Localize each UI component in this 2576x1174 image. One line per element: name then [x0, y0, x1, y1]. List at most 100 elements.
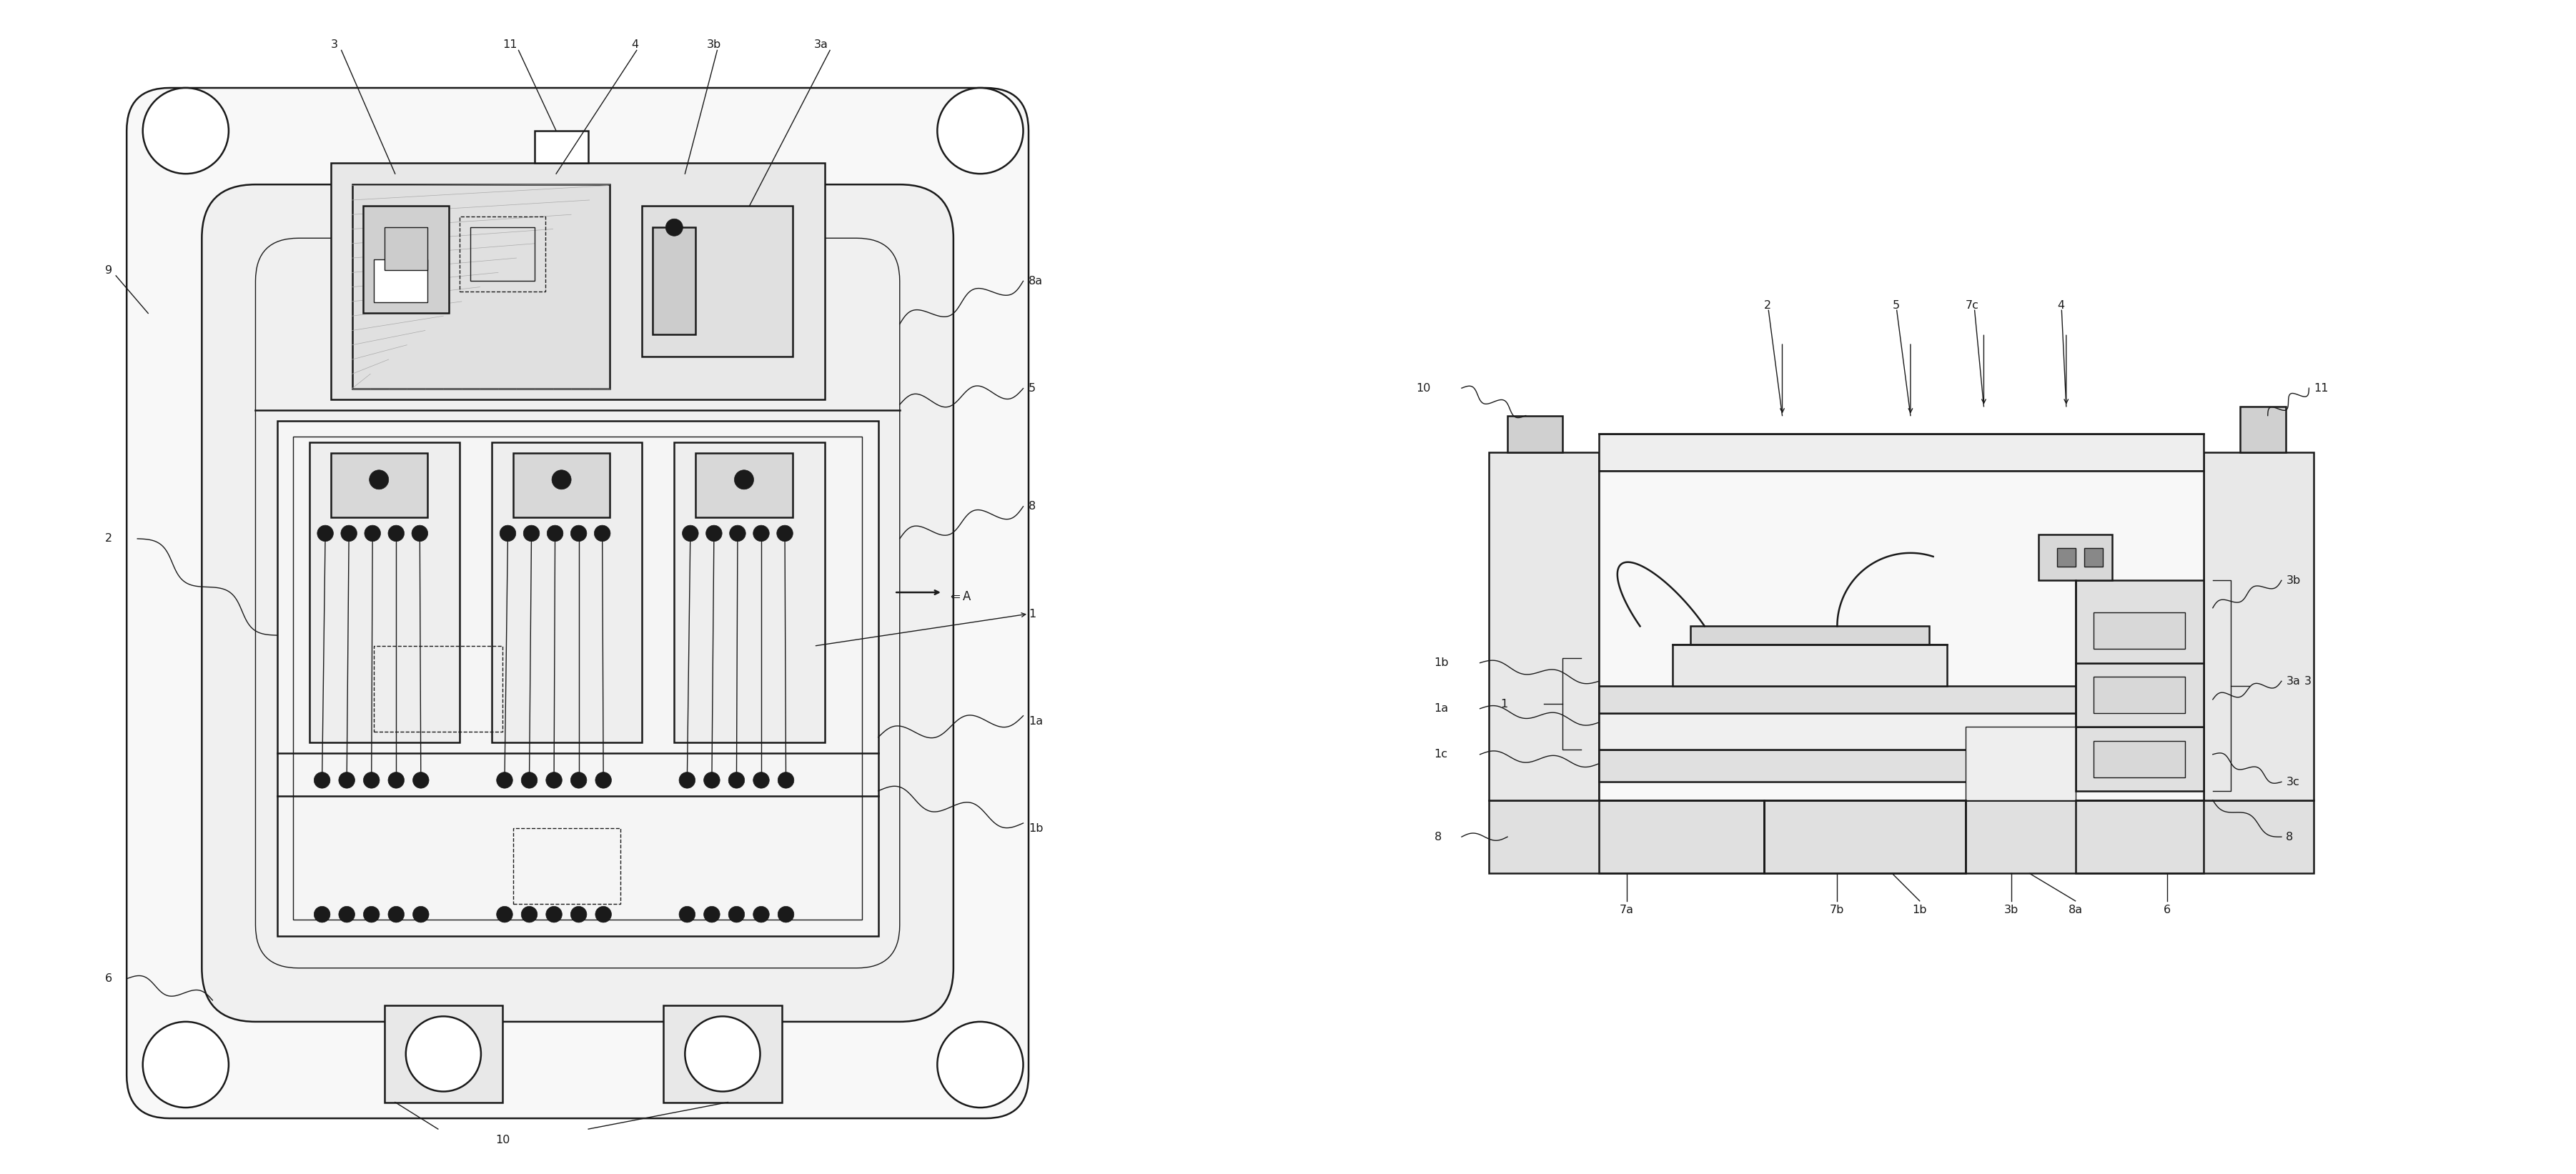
- Circle shape: [595, 906, 611, 923]
- Bar: [330, 453, 428, 518]
- Bar: [2202, 452, 2313, 801]
- Bar: [1965, 727, 2074, 801]
- Text: 7c: 7c: [1965, 301, 1978, 311]
- Bar: [309, 443, 459, 743]
- Text: 9: 9: [106, 265, 113, 276]
- Text: 1b: 1b: [1911, 905, 1927, 916]
- Text: 5: 5: [1891, 301, 1899, 311]
- Bar: [1489, 452, 1600, 801]
- Text: 3b: 3b: [2004, 905, 2017, 916]
- Bar: [2056, 548, 2074, 567]
- Bar: [1765, 801, 1965, 873]
- Circle shape: [775, 525, 793, 541]
- Bar: [513, 829, 621, 904]
- Circle shape: [337, 772, 355, 788]
- Circle shape: [520, 906, 538, 923]
- Bar: [513, 453, 611, 518]
- Circle shape: [500, 525, 515, 541]
- Bar: [2074, 801, 2202, 873]
- Bar: [374, 259, 428, 303]
- Circle shape: [680, 772, 696, 788]
- Circle shape: [412, 525, 428, 541]
- Circle shape: [683, 525, 698, 541]
- Text: 8a: 8a: [2069, 905, 2081, 916]
- Circle shape: [412, 772, 428, 788]
- Circle shape: [703, 906, 719, 923]
- Bar: [276, 420, 878, 936]
- Text: 6: 6: [106, 973, 113, 984]
- Text: 11: 11: [2313, 383, 2329, 393]
- Bar: [1672, 645, 1947, 686]
- Circle shape: [665, 218, 683, 236]
- Bar: [374, 646, 502, 731]
- Bar: [2084, 548, 2102, 567]
- Text: 8a: 8a: [1028, 276, 1043, 286]
- Text: 3b: 3b: [706, 40, 721, 50]
- Text: 7b: 7b: [1829, 905, 1844, 916]
- Circle shape: [778, 906, 793, 923]
- Bar: [384, 228, 428, 270]
- Circle shape: [363, 906, 379, 923]
- Text: 1b: 1b: [1435, 657, 1448, 668]
- FancyBboxPatch shape: [126, 88, 1028, 1119]
- Circle shape: [412, 906, 428, 923]
- Circle shape: [778, 772, 793, 788]
- Text: 11: 11: [502, 40, 518, 50]
- Bar: [675, 443, 824, 743]
- Circle shape: [142, 1021, 229, 1107]
- Text: 8: 8: [2285, 831, 2293, 842]
- Text: 4: 4: [2056, 301, 2063, 311]
- Text: 2: 2: [1765, 301, 1770, 311]
- Circle shape: [752, 772, 770, 788]
- Bar: [2239, 406, 2285, 452]
- Bar: [665, 1006, 781, 1102]
- Circle shape: [569, 772, 587, 788]
- Circle shape: [546, 906, 562, 923]
- Circle shape: [314, 906, 330, 923]
- Bar: [1690, 626, 1929, 645]
- Circle shape: [938, 1021, 1023, 1107]
- Circle shape: [752, 525, 770, 541]
- Bar: [1600, 801, 1765, 873]
- Text: 1b: 1b: [1028, 823, 1043, 834]
- Text: 3a: 3a: [2285, 676, 2300, 687]
- Circle shape: [314, 772, 330, 788]
- Bar: [330, 163, 824, 399]
- Bar: [1600, 713, 2102, 750]
- Bar: [1600, 750, 2102, 782]
- Bar: [2094, 613, 2184, 649]
- Text: 6: 6: [2164, 905, 2169, 916]
- Circle shape: [569, 906, 587, 923]
- Text: 10: 10: [1414, 383, 1430, 393]
- Text: 8: 8: [1435, 831, 1440, 842]
- Text: 3c: 3c: [2285, 776, 2298, 788]
- Bar: [353, 184, 611, 389]
- Text: 10: 10: [495, 1134, 510, 1145]
- Circle shape: [595, 525, 611, 541]
- Circle shape: [340, 525, 358, 541]
- Text: 3: 3: [330, 40, 337, 50]
- Circle shape: [703, 772, 719, 788]
- Text: 3a: 3a: [814, 40, 827, 50]
- Bar: [294, 437, 863, 919]
- Text: 1a: 1a: [1435, 703, 1448, 714]
- Text: 2: 2: [106, 533, 113, 544]
- Circle shape: [546, 525, 564, 541]
- Text: 1: 1: [1499, 699, 1507, 709]
- Circle shape: [729, 906, 744, 923]
- Text: 7a: 7a: [1618, 905, 1633, 916]
- Circle shape: [497, 772, 513, 788]
- Bar: [641, 205, 793, 356]
- Bar: [1600, 434, 2202, 471]
- Circle shape: [523, 525, 538, 541]
- Bar: [2074, 663, 2202, 727]
- Bar: [1507, 416, 1561, 452]
- Circle shape: [520, 772, 538, 788]
- Bar: [2094, 741, 2184, 777]
- Bar: [2038, 534, 2112, 580]
- Text: 1c: 1c: [1435, 749, 1448, 760]
- Circle shape: [752, 906, 770, 923]
- Circle shape: [729, 525, 744, 541]
- Circle shape: [551, 470, 572, 490]
- Circle shape: [546, 772, 562, 788]
